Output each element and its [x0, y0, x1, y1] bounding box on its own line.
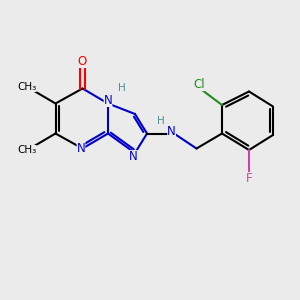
Text: H: H [157, 116, 164, 126]
Text: N: N [129, 150, 138, 163]
Text: CH₃: CH₃ [17, 145, 37, 155]
Text: O: O [78, 55, 87, 68]
Text: N: N [103, 94, 112, 107]
Text: F: F [246, 172, 252, 185]
Text: CH₃: CH₃ [17, 82, 37, 92]
Text: Cl: Cl [194, 78, 205, 91]
Text: N: N [76, 142, 85, 155]
Text: N: N [167, 124, 176, 138]
Text: H: H [118, 83, 125, 93]
